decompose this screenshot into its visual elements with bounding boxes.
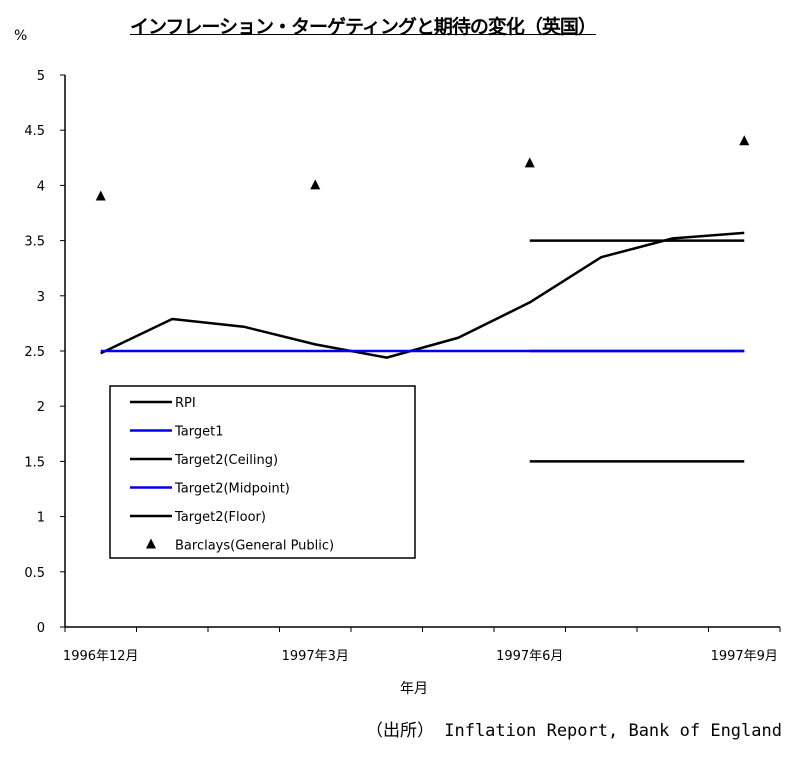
y-tick-label: 0 bbox=[37, 621, 45, 636]
legend-label: Target2(Ceiling) bbox=[174, 453, 278, 468]
barclays-point bbox=[739, 135, 750, 146]
legend-label: Target1 bbox=[174, 425, 224, 440]
y-tick-label: 1 bbox=[37, 511, 45, 526]
legend-label: Barclays(General Public) bbox=[175, 539, 334, 554]
legend-label: RPI bbox=[175, 396, 196, 411]
series-line-0 bbox=[100, 231, 745, 359]
source-note: （出所） Inflation Report, Bank of England bbox=[366, 721, 782, 741]
y-tick-label: 1.5 bbox=[24, 455, 45, 470]
x-tick-label: 1997年6月 bbox=[496, 649, 563, 664]
y-tick-label: 3.5 bbox=[24, 235, 45, 250]
legend-label: Target2(Floor) bbox=[174, 510, 266, 525]
barclays-point bbox=[524, 157, 535, 168]
x-tick-label: 1997年3月 bbox=[282, 649, 349, 664]
y-tick-label: 2 bbox=[37, 400, 45, 415]
barclays-point bbox=[95, 190, 106, 201]
x-axis-label: 年月 bbox=[400, 681, 428, 697]
y-axis-unit: % bbox=[14, 28, 28, 44]
y-tick-label: 2.5 bbox=[24, 345, 45, 360]
x-tick-label: 1997年9月 bbox=[711, 649, 778, 664]
legend-swatch bbox=[146, 538, 156, 549]
y-tick-label: 4.5 bbox=[24, 124, 45, 139]
legend-box bbox=[109, 385, 416, 559]
y-tick-label: 4 bbox=[37, 179, 45, 194]
y-tick-label: 5 bbox=[37, 69, 45, 84]
y-tick-label: 3 bbox=[37, 290, 45, 305]
barclays-point bbox=[310, 179, 321, 190]
chart-title: インフレーション・ターゲティングと期待の変化（英国） bbox=[130, 16, 597, 38]
legend-label: Target2(Midpoint) bbox=[174, 482, 290, 497]
x-tick-label: 1996年12月 bbox=[63, 649, 139, 664]
y-tick-label: 0.5 bbox=[24, 566, 45, 581]
